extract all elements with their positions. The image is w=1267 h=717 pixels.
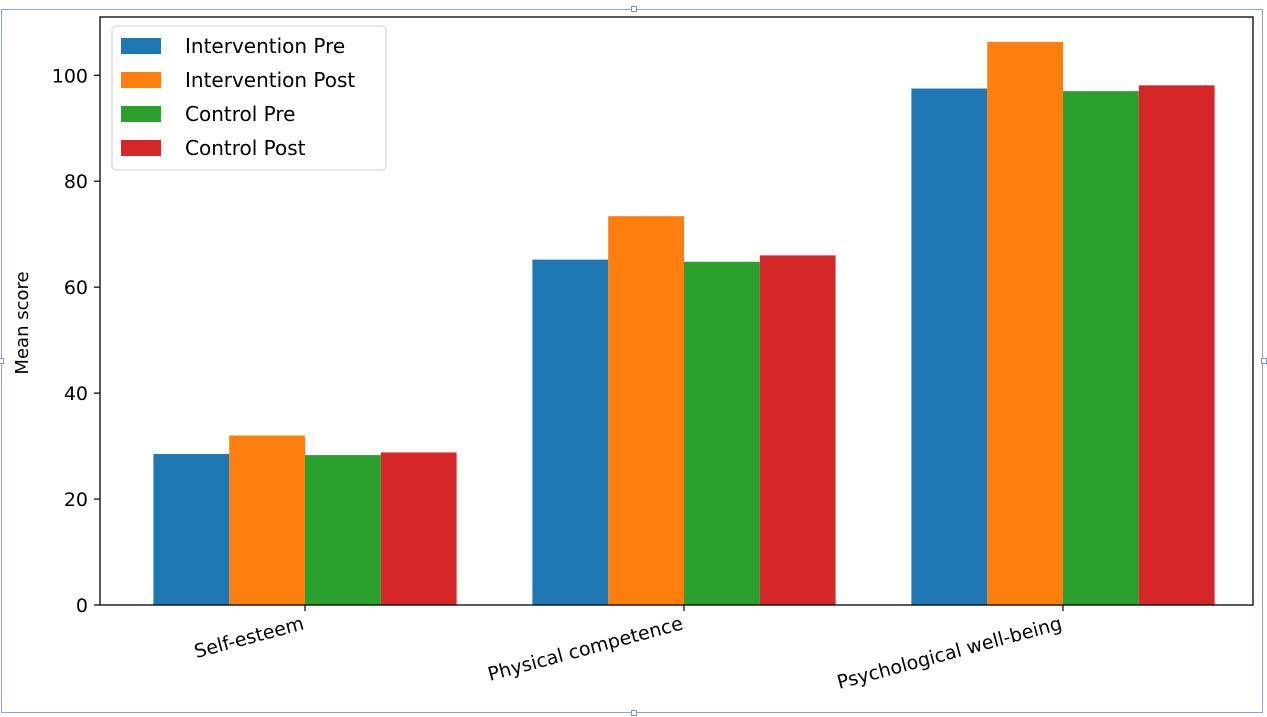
y-tick-label-0: 0 — [76, 595, 88, 617]
legend-label-3: Control Post — [185, 136, 306, 160]
y-tick-label-100: 100 — [52, 65, 88, 87]
legend-label-1: Intervention Post — [185, 68, 355, 92]
bar-intervention-pre-0 — [153, 454, 230, 605]
legend-swatch-1 — [121, 72, 161, 88]
bar-control-post-1 — [759, 255, 836, 605]
x-tick-label-psychological-well-being: Psychological well-being — [835, 613, 1065, 694]
resize-handle-left[interactable] — [0, 358, 4, 364]
bar-control-post-0 — [380, 452, 457, 605]
bar-control-post-2 — [1138, 85, 1215, 606]
bar-intervention-pre-2 — [911, 88, 988, 605]
legend-swatch-2 — [121, 106, 161, 122]
y-tick-label-20: 20 — [64, 489, 88, 511]
x-tick-label-physical-competence: Physical competence — [485, 613, 685, 686]
bar-control-pre-2 — [1063, 91, 1139, 605]
legend-swatch-0 — [121, 38, 161, 54]
bar-control-pre-0 — [305, 455, 381, 605]
y-tick-label-80: 80 — [64, 171, 88, 193]
bar-control-pre-1 — [684, 261, 760, 605]
bar-intervention-post-1 — [608, 216, 684, 605]
bars-group — [153, 41, 1215, 606]
resize-handle-bottom[interactable] — [631, 710, 637, 716]
resize-handle-top[interactable] — [631, 6, 637, 12]
legend-label-2: Control Pre — [185, 102, 295, 126]
legend-swatch-3 — [121, 140, 161, 156]
legend: Intervention Pre Intervention Post Control… — [111, 25, 387, 171]
bar-intervention-pre-1 — [532, 259, 609, 605]
bar-intervention-post-0 — [229, 435, 305, 605]
y-tick-label-60: 60 — [64, 277, 88, 299]
legend-box — [111, 25, 387, 171]
bar-intervention-post-2 — [987, 41, 1063, 605]
y-tick-label-40: 40 — [64, 383, 88, 405]
y-axis-label: Mean score — [12, 271, 33, 374]
x-tick-label-self-esteem: Self-esteem — [192, 613, 306, 663]
legend-label-0: Intervention Pre — [185, 34, 345, 58]
plot-frame — [99, 16, 1254, 606]
